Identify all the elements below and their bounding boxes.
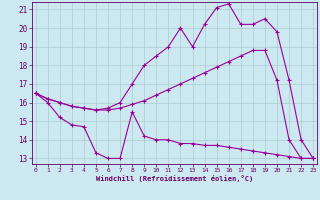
X-axis label: Windchill (Refroidissement éolien,°C): Windchill (Refroidissement éolien,°C) — [96, 175, 253, 182]
